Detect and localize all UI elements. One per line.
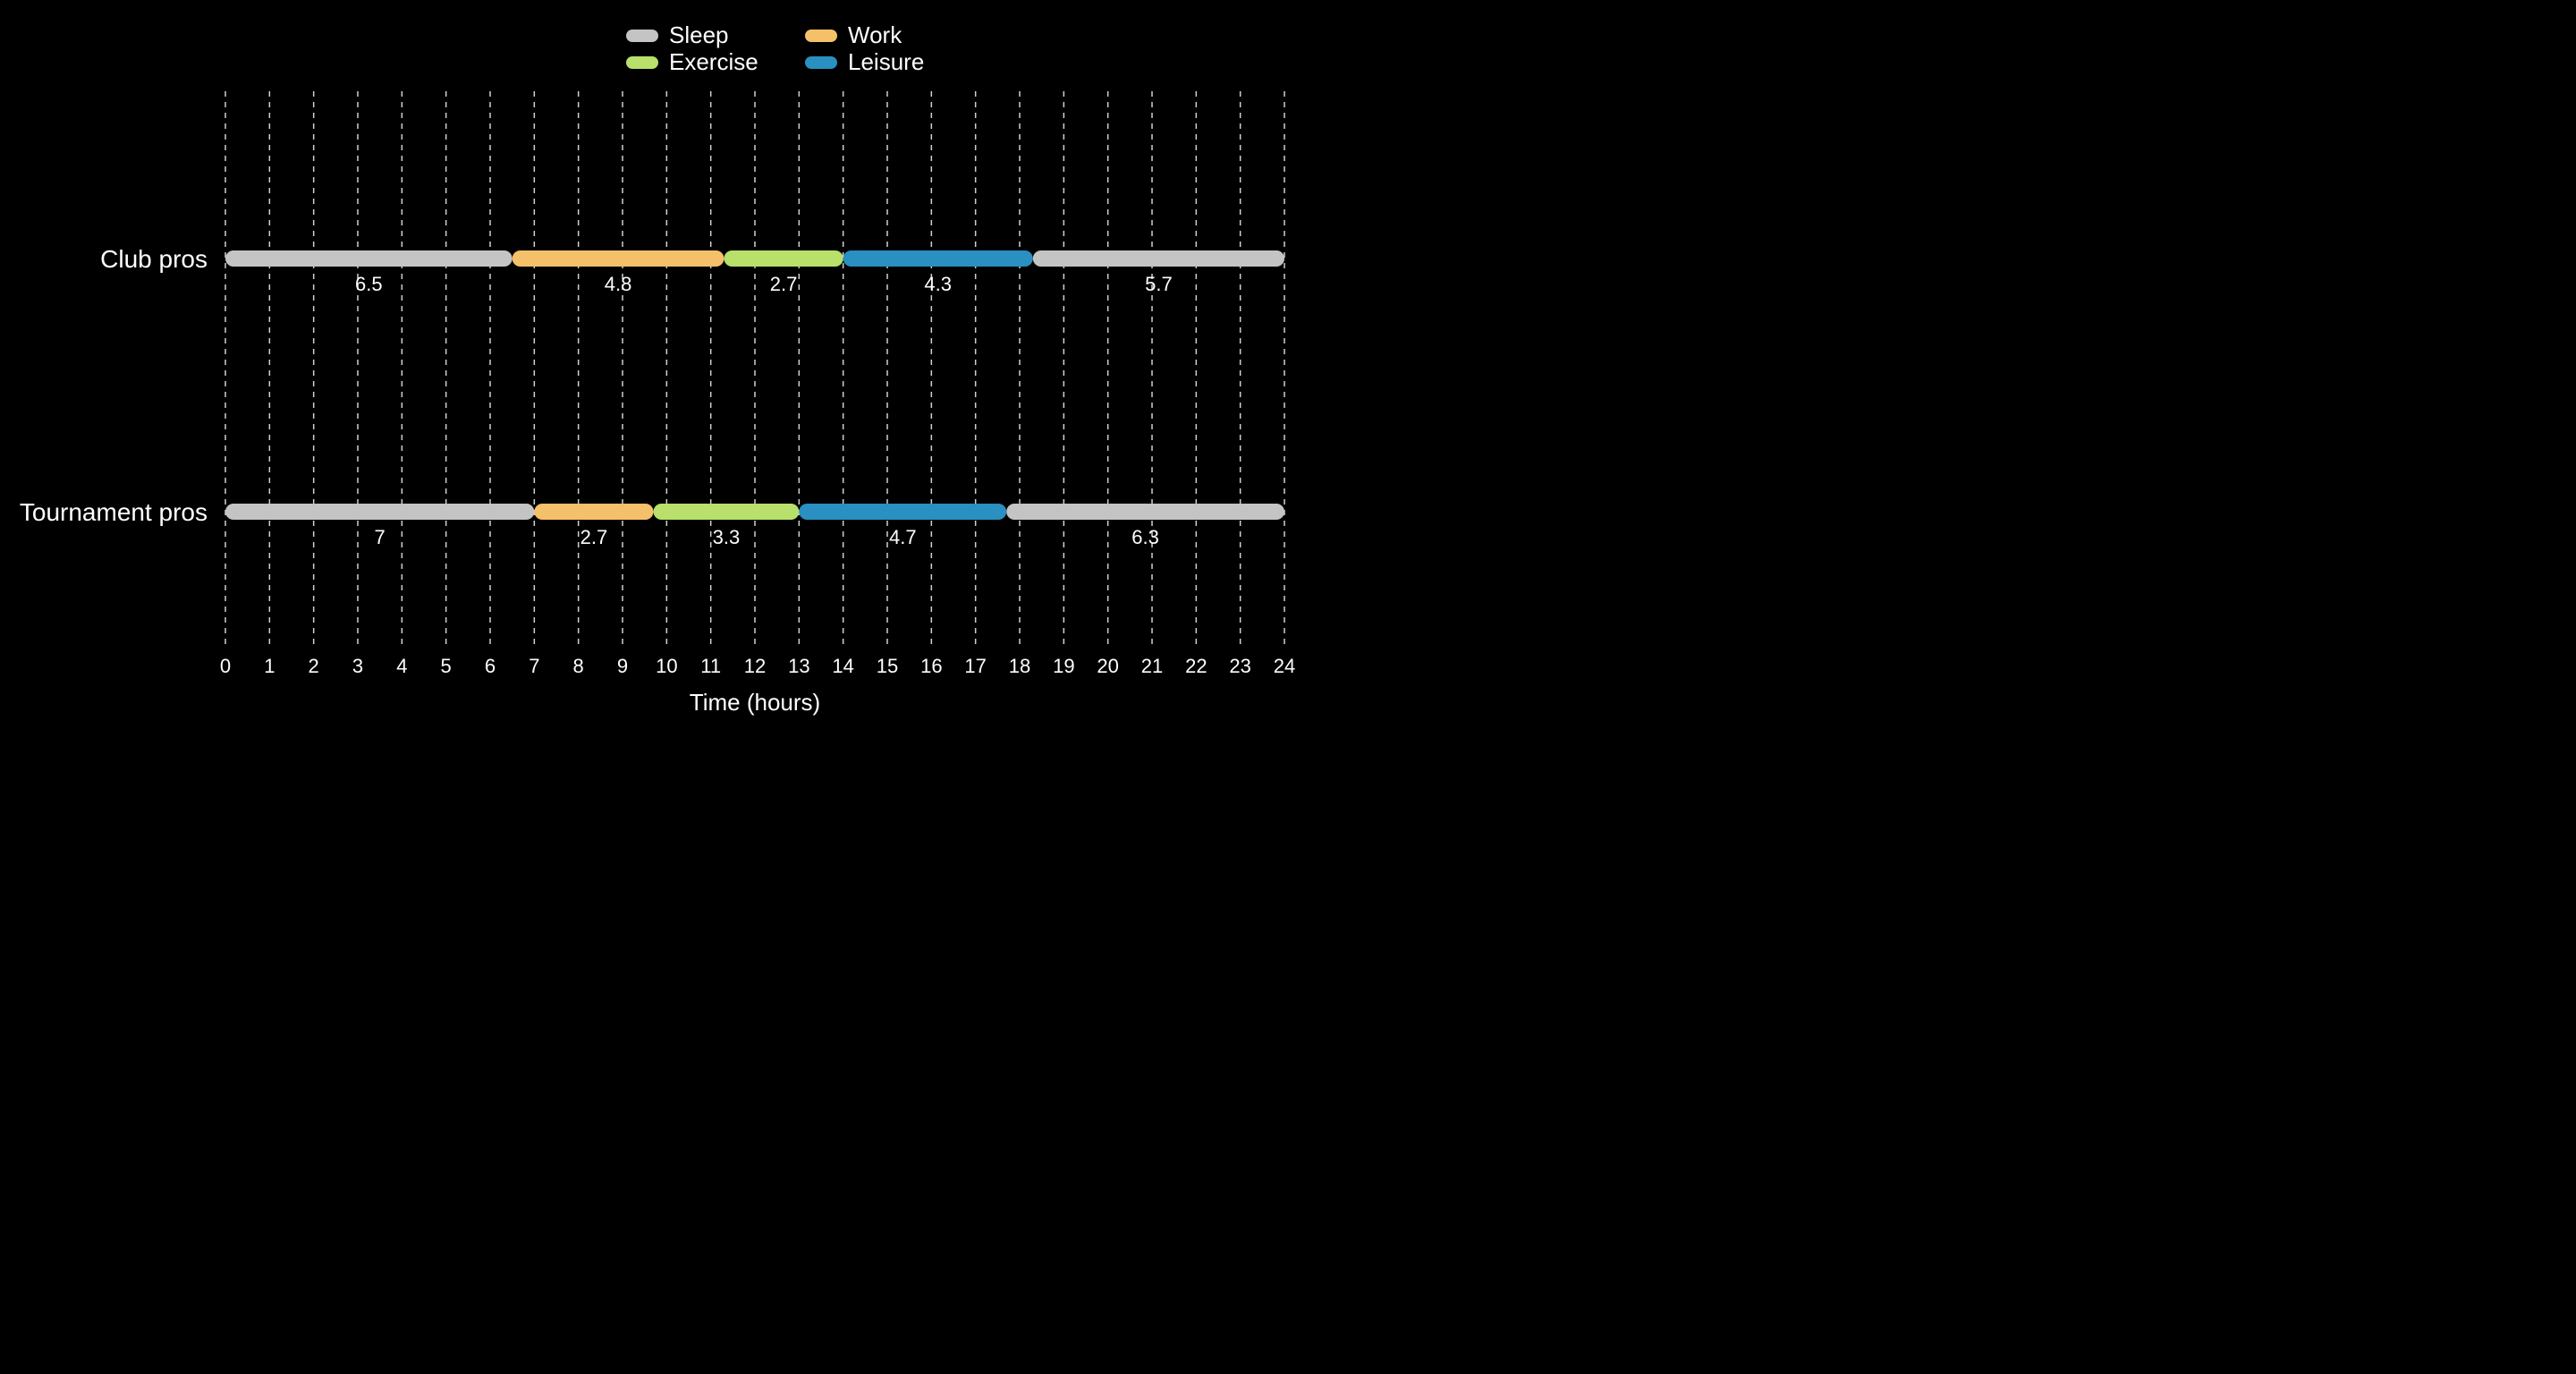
legend-swatch-work [805, 30, 837, 42]
segment-sleep [1006, 504, 1284, 520]
chart-canvas: 0123456789101112131415161718192021222324… [0, 0, 1377, 721]
x-tick-label: 0 [220, 655, 231, 677]
x-tick-label: 9 [617, 655, 628, 677]
x-tick-label: 10 [656, 655, 677, 677]
x-tick-label: 7 [529, 655, 539, 677]
legend-swatch-leisure [805, 56, 837, 69]
x-tick-label: 3 [352, 655, 363, 677]
x-tick-label: 5 [441, 655, 452, 677]
x-tick-label: 6 [485, 655, 496, 677]
segment-value-label: 6.3 [1131, 526, 1159, 548]
segment-value-label: 4.3 [924, 273, 952, 295]
x-tick-label: 2 [309, 655, 319, 677]
x-tick-label: 17 [964, 655, 986, 677]
segment-sleep [1033, 250, 1284, 267]
segment-value-label: 4.7 [889, 526, 917, 548]
segment-leisure [799, 504, 1006, 520]
x-tick-label: 22 [1185, 655, 1207, 677]
x-tick-label: 19 [1053, 655, 1074, 677]
legend-label-work: Work [848, 21, 902, 48]
x-tick-label: 13 [788, 655, 809, 677]
legend-label-leisure: Leisure [848, 48, 924, 75]
x-axis-label: Time (hours) [690, 689, 820, 716]
x-tick-label: 4 [396, 655, 407, 677]
segment-value-label: 2.7 [770, 273, 798, 295]
segment-work [513, 250, 724, 267]
x-tick-label: 21 [1141, 655, 1163, 677]
x-tick-label: 12 [744, 655, 766, 677]
legend-swatch-exercise [626, 56, 658, 69]
x-tick-label: 24 [1274, 655, 1295, 677]
segment-value-label: 7 [375, 526, 386, 548]
legend-label-sleep: Sleep [669, 21, 729, 48]
x-tick-label: 23 [1229, 655, 1250, 677]
segment-value-label: 2.7 [580, 526, 608, 548]
x-tick-label: 18 [1009, 655, 1030, 677]
x-tick-label: 14 [832, 655, 853, 677]
x-tick-label: 20 [1097, 655, 1118, 677]
x-tick-label: 8 [573, 655, 584, 677]
category-label: Club pros [100, 245, 208, 273]
segment-leisure [843, 250, 1033, 267]
segment-value-label: 6.5 [355, 273, 383, 295]
segment-value-label: 4.8 [605, 273, 632, 295]
x-tick-label: 1 [264, 655, 275, 677]
segment-sleep [225, 250, 513, 267]
segment-value-label: 5.7 [1145, 273, 1173, 295]
x-tick-label: 11 [700, 655, 721, 677]
segment-value-label: 3.3 [713, 526, 741, 548]
category-label: Tournament pros [20, 498, 208, 526]
segment-work [534, 504, 653, 520]
chart-background [0, 0, 1377, 721]
segment-exercise [654, 504, 800, 520]
segment-sleep [225, 504, 534, 520]
segment-exercise [724, 250, 843, 267]
legend-swatch-sleep [626, 30, 658, 42]
x-tick-label: 15 [877, 655, 898, 677]
legend-label-exercise: Exercise [669, 48, 758, 75]
x-tick-label: 16 [920, 655, 942, 677]
